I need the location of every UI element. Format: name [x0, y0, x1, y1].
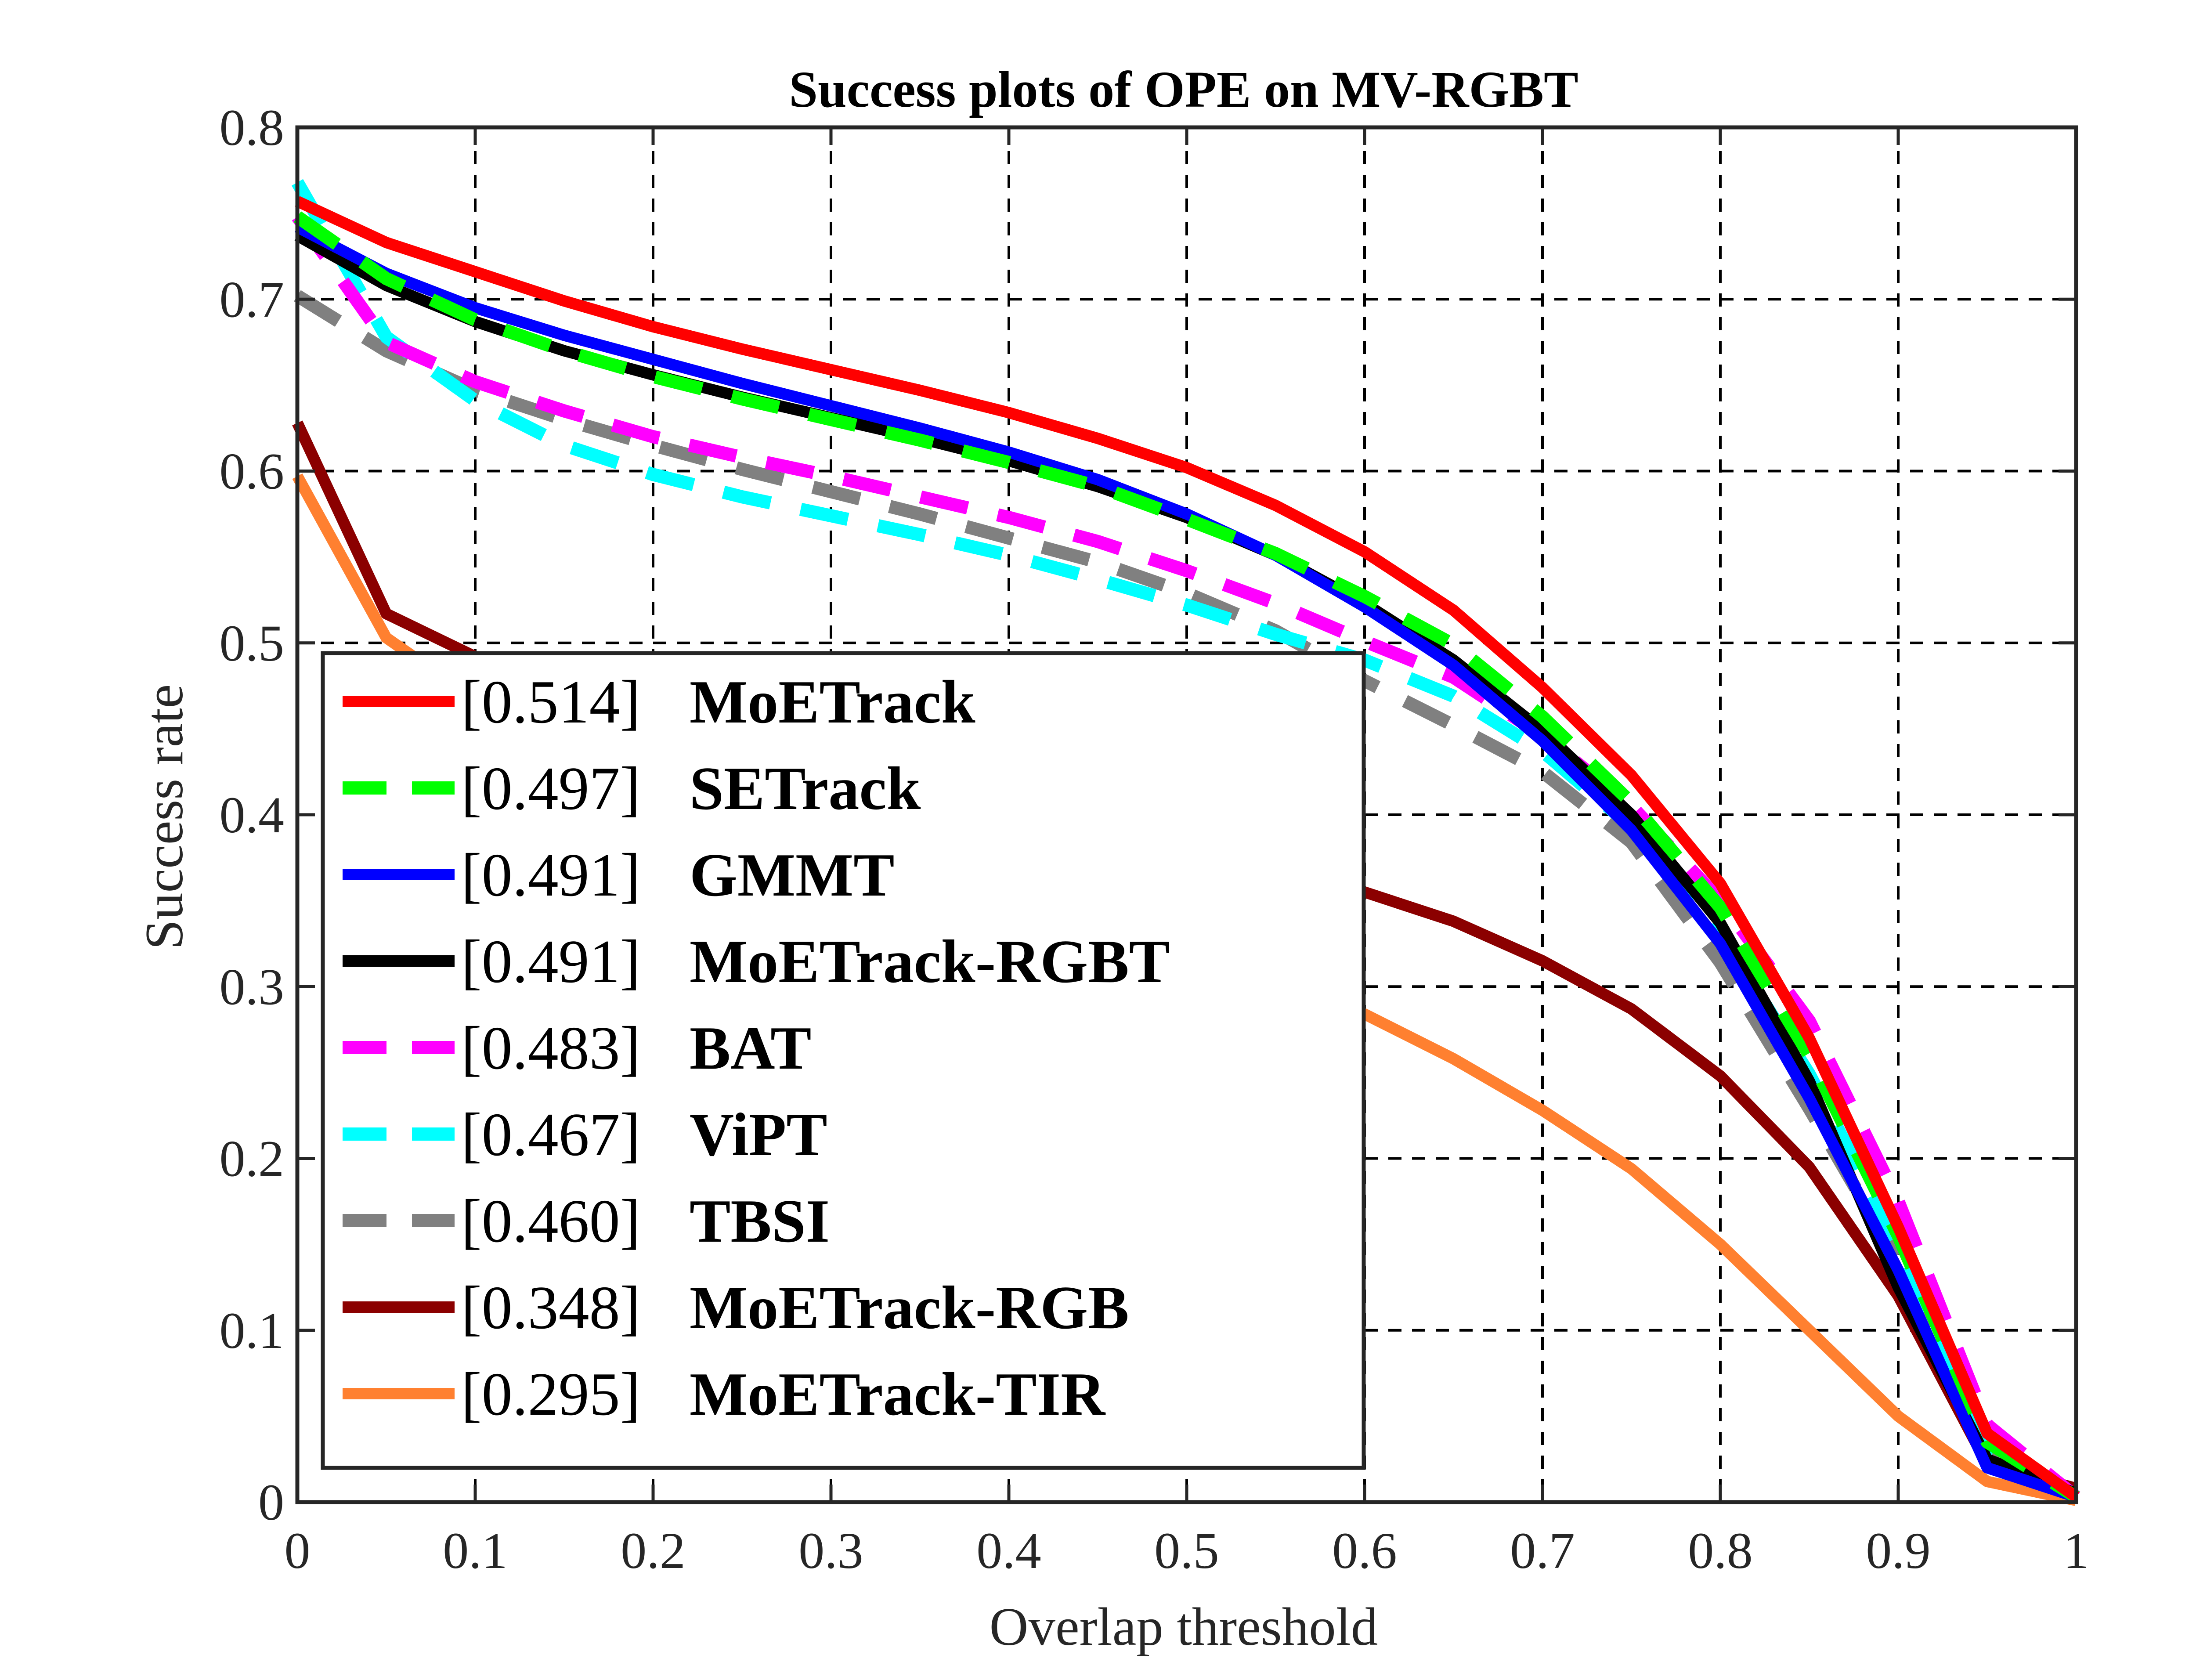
legend-label: MoETrack-RGBT — [690, 928, 1170, 996]
x-tick-label: 0.2 — [621, 1522, 686, 1579]
y-axis-label: Success rate — [134, 684, 194, 950]
legend-score: [0.483] — [461, 1014, 640, 1082]
x-tick-label: 0.4 — [976, 1522, 1041, 1579]
x-tick-label: 0.9 — [1866, 1522, 1931, 1579]
legend: [0.514] MoETrack [0.497] SETrack [0.491] GMMT… — [321, 651, 1366, 1470]
y-tick-label: 0.2 — [220, 1130, 285, 1188]
legend-box — [321, 651, 1366, 1470]
series-line-tbsi — [294, 290, 2079, 1503]
y-tick-label: 0.1 — [220, 1302, 285, 1359]
x-tick-label: 0.5 — [1154, 1522, 1219, 1579]
legend-label: GMMT — [690, 841, 895, 909]
y-tick-label: 0.6 — [220, 443, 285, 500]
series-line-moetrack — [295, 196, 2080, 1502]
y-tick-label: 0.8 — [220, 99, 285, 156]
legend-score: [0.491] — [461, 841, 640, 909]
legend-label: ViPT — [690, 1101, 827, 1169]
series-line-gmmt — [294, 222, 2078, 1503]
x-tick-label: 0.7 — [1510, 1522, 1575, 1579]
legend-label: MoETrack — [690, 668, 975, 736]
legend-label: TBSI — [690, 1187, 830, 1255]
x-tick-label: 0 — [285, 1522, 311, 1579]
series-line-bat — [292, 213, 2080, 1502]
legend-score: [0.467] — [461, 1101, 640, 1169]
chart-title: Success plots of OPE on MV-RGBT — [789, 61, 1578, 118]
x-tick-label: 0.3 — [798, 1522, 863, 1579]
legend-score: [0.460] — [461, 1187, 640, 1255]
legend-score: [0.491] — [461, 928, 640, 996]
legend-label: BAT — [690, 1014, 811, 1082]
legend-score: [0.348] — [461, 1274, 640, 1342]
y-tick-label: 0.7 — [220, 271, 285, 328]
x-tick-label: 0.6 — [1332, 1522, 1397, 1579]
legend-label: SETrack — [690, 755, 921, 823]
series-line-setrack — [293, 211, 2080, 1503]
axis-ticks: 0 0.1 0.2 0.3 0.4 0.5 0.6 0.7 0.8 0.9 1 0 0.1 0.2 0.3 0… — [220, 99, 2089, 1579]
legend-label: MoETrack-TIR — [690, 1360, 1106, 1428]
legend-score: [0.295] — [461, 1360, 640, 1428]
x-tick-label: 0.8 — [1688, 1522, 1753, 1579]
x-axis-label: Overlap threshold — [990, 1597, 1378, 1657]
x-tick-label: 0.1 — [443, 1522, 508, 1579]
legend-score: [0.497] — [461, 755, 640, 823]
legend-label: MoETrack-RGB — [690, 1274, 1129, 1342]
y-tick-label: 0.5 — [220, 614, 285, 672]
legend-score: [0.514] — [461, 668, 640, 736]
x-tick-label: 1 — [2063, 1522, 2089, 1579]
y-tick-label: 0.3 — [220, 958, 285, 1015]
y-tick-label: 0 — [258, 1474, 284, 1531]
y-tick-label: 0.4 — [220, 786, 285, 844]
